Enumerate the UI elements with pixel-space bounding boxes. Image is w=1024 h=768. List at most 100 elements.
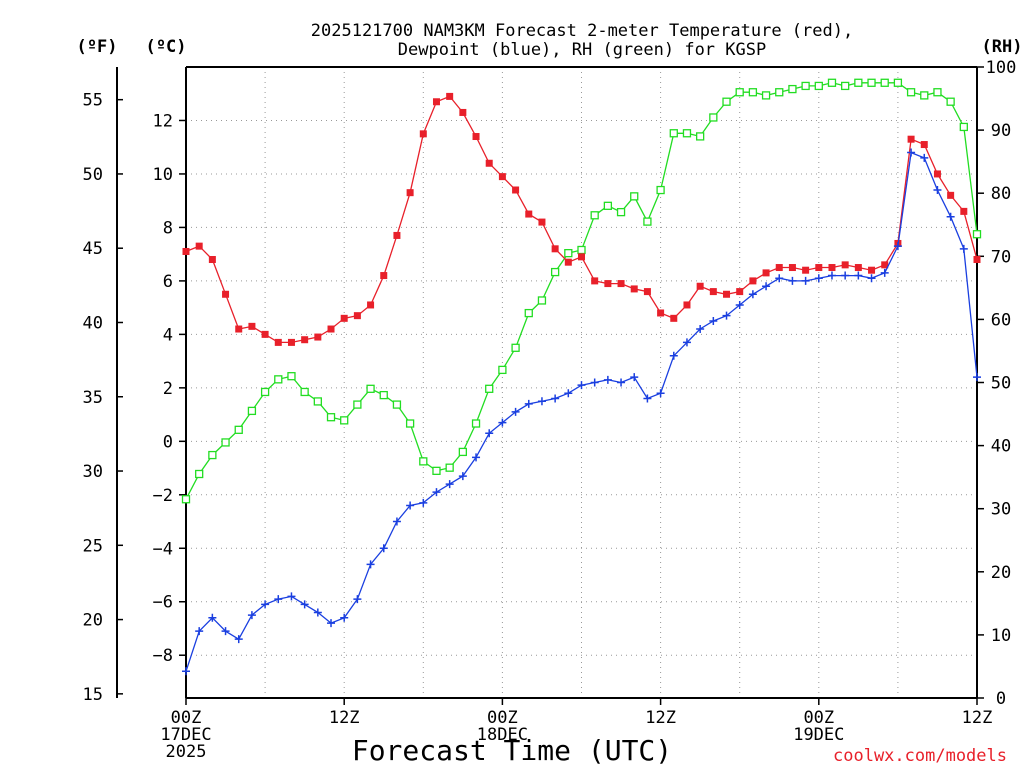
temperature-point — [683, 301, 691, 309]
rh-point — [656, 185, 665, 195]
y-rh-tick-label: 60 — [991, 310, 1011, 330]
temperature-point — [314, 333, 322, 341]
dewpoint-point — [221, 627, 230, 636]
dewpoint-point — [682, 338, 691, 347]
temperature-point — [723, 290, 731, 298]
rh-point — [260, 387, 270, 397]
rh-point — [972, 230, 982, 239]
temperature-point — [696, 282, 704, 290]
temperature-point — [762, 269, 770, 277]
temperature-point — [815, 264, 823, 272]
temperature-point — [749, 277, 757, 285]
chart-title-line1: 2025121700 NAM3KM Forecast 2-meter Tempe… — [311, 21, 853, 41]
dewpoint-point — [274, 595, 283, 604]
temperature-point — [446, 92, 454, 100]
y-rh-tick-label: 0 — [996, 689, 1006, 709]
rh-point — [920, 91, 929, 100]
rh-point — [827, 78, 837, 87]
rh-point — [353, 400, 362, 409]
temperature-point — [301, 336, 309, 344]
temperature-point — [367, 301, 375, 309]
temperature-point — [485, 159, 493, 167]
rh-point — [603, 201, 613, 210]
dewpoint-point — [854, 271, 863, 280]
temperature-point — [881, 261, 889, 269]
dewpoint-point — [195, 627, 204, 636]
y-c-tick-label: 8 — [163, 218, 173, 238]
temperature-point — [591, 277, 599, 285]
temperature-point — [380, 272, 388, 280]
temperature-point — [538, 218, 546, 226]
temperature-point — [643, 288, 651, 296]
y-c-tick-label: −8 — [153, 646, 173, 666]
credit-text: coolwx.com/models — [833, 746, 1007, 766]
temperature-point — [920, 141, 928, 149]
y-rh-tick-label: 100 — [986, 58, 1017, 78]
rh-point — [669, 129, 678, 138]
temperature-point — [274, 338, 282, 346]
rh-point — [445, 463, 454, 472]
chart-title-line2: Dewpoint (blue), RH (green) for KGSP — [398, 40, 766, 60]
y-c-tick-label: 0 — [163, 432, 173, 452]
temperature-point — [933, 170, 941, 178]
rh-point — [590, 211, 599, 220]
x-tick-label: 2025 — [166, 742, 207, 762]
dewpoint-point — [893, 242, 902, 251]
rh-point — [788, 84, 797, 94]
dewpoint-series — [182, 148, 981, 676]
rh-point — [893, 78, 903, 87]
temperature-point — [222, 290, 230, 298]
rh-point — [761, 91, 771, 100]
rh-point — [300, 387, 309, 397]
rh-point — [841, 81, 850, 91]
dewpoint-point — [537, 397, 546, 406]
y-f-tick-label: 15 — [83, 685, 103, 705]
rh-point — [287, 372, 296, 381]
y-axis-c-label: (ºC) — [146, 37, 187, 57]
temperature-point — [578, 253, 585, 261]
x-tick-label: 12Z — [962, 708, 993, 728]
dewpoint-point — [814, 274, 823, 283]
y-f-tick-label: 50 — [83, 165, 103, 185]
dewpoint-point — [313, 608, 322, 617]
rh-point — [511, 343, 520, 352]
y-rh-tick-label: 50 — [991, 374, 1011, 394]
dewpoint-point — [366, 560, 375, 569]
rh-point — [458, 447, 468, 457]
temperature-point — [472, 133, 480, 141]
rh-point — [564, 248, 573, 258]
temperature-point — [287, 338, 295, 346]
dewpoint-point — [973, 373, 981, 382]
dewpoint-point — [762, 282, 771, 291]
dewpoint-point — [722, 311, 731, 320]
rh-point — [498, 365, 507, 375]
temperature-point — [340, 314, 348, 322]
y-f-tick-label: 45 — [83, 239, 103, 259]
temperature-point — [709, 288, 717, 296]
dewpoint-point — [788, 276, 797, 285]
rh-point — [419, 457, 428, 466]
y-c-tick-label: 6 — [163, 272, 173, 292]
dewpoint-point — [959, 244, 968, 253]
dewpoint-point — [392, 517, 401, 526]
x-tick-label: 17DEC — [160, 725, 211, 745]
rh-point — [854, 78, 863, 87]
dewpoint-point — [340, 613, 349, 622]
rh-point — [682, 129, 692, 138]
temperature-point — [393, 231, 401, 239]
y-c-tick-label: −6 — [153, 593, 173, 613]
temperature-point — [854, 264, 862, 272]
dewpoint-point — [300, 600, 309, 609]
dewpoint-point — [485, 429, 494, 438]
dewpoint-point — [353, 595, 362, 604]
dewpoint-point — [511, 407, 520, 416]
dewpoint-point — [287, 592, 296, 601]
rh-point — [867, 78, 876, 87]
y-axis-f-label: (ºF) — [77, 37, 118, 57]
dewpoint-point — [445, 480, 454, 489]
dewpoint-point — [524, 399, 533, 408]
y-f-tick-label: 25 — [83, 536, 103, 556]
rh-point — [274, 375, 283, 384]
dewpoint-point — [498, 418, 507, 427]
rh-point — [405, 419, 415, 428]
